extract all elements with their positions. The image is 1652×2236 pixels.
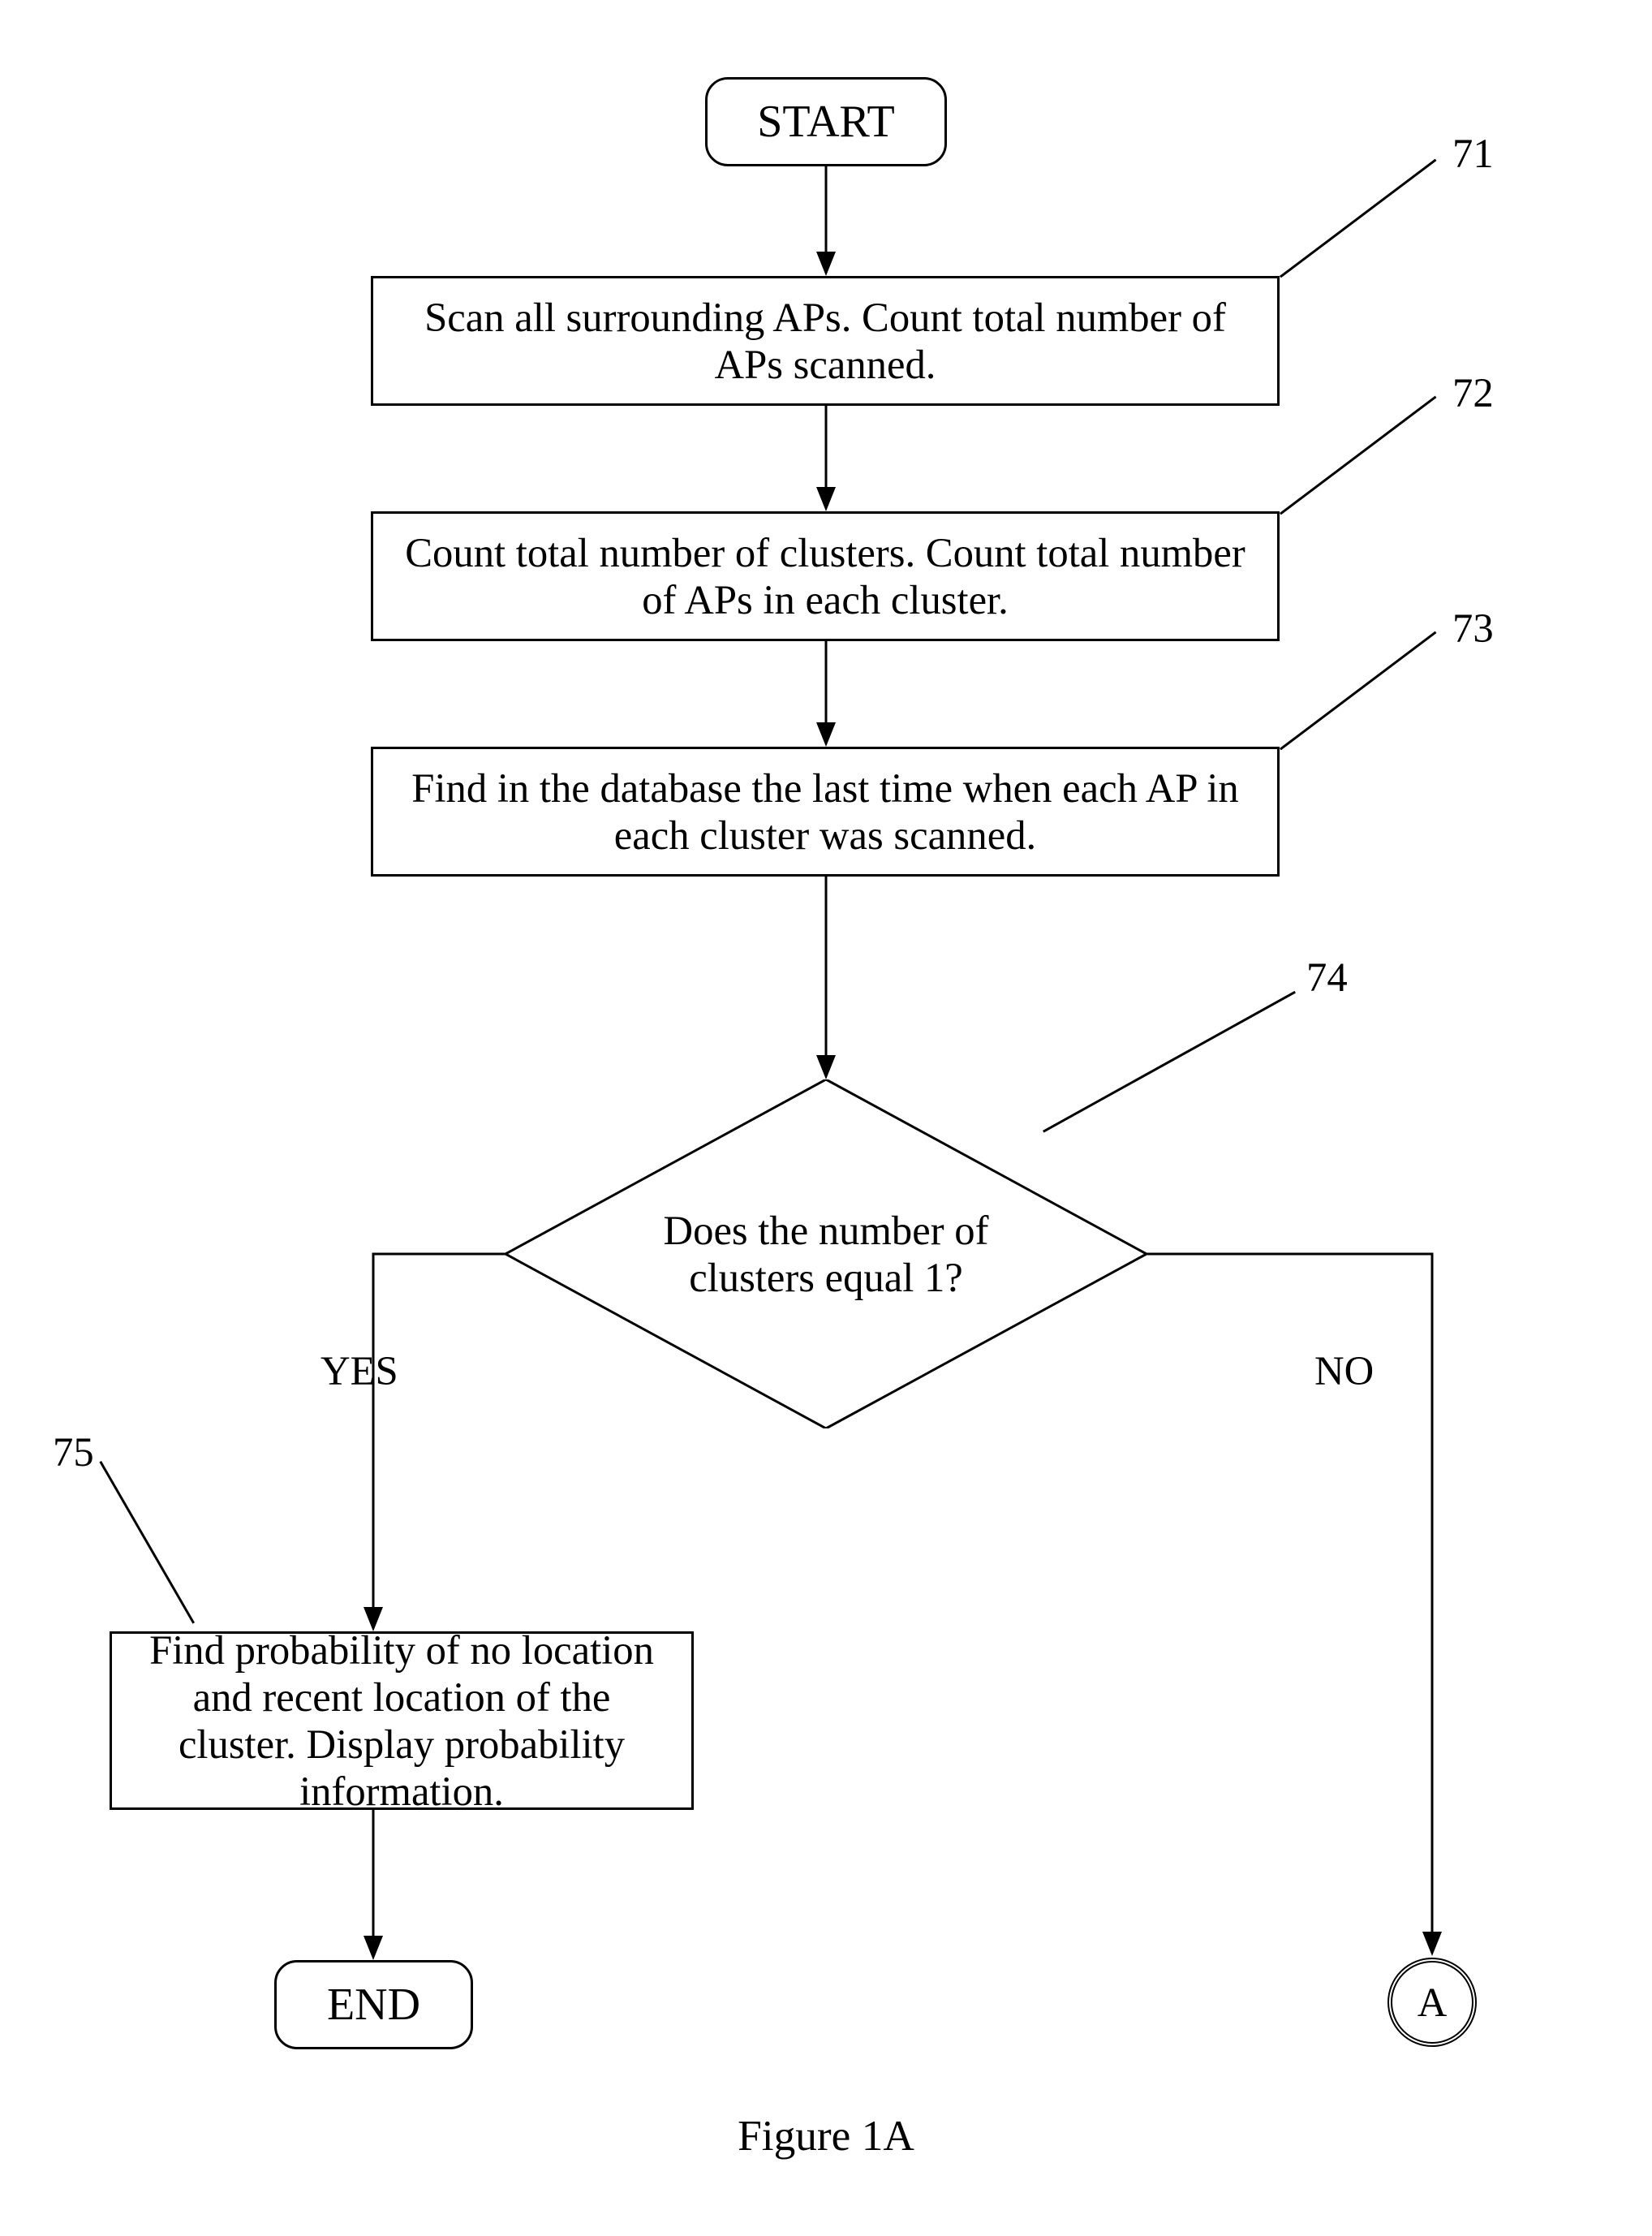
arrow-no-path [1144,1242,1452,1956]
process-72: Count total number of clusters. Count to… [371,511,1280,641]
leader-72 [1280,396,1436,515]
arrow-75-to-end [361,1810,385,1960]
process-71-text: Scan all surrounding APs. Count total nu… [398,294,1253,388]
ref-75: 75 [53,1428,94,1476]
ref-73: 73 [1452,605,1494,652]
process-75-text: Find probability of no location and rece… [136,1626,667,1815]
flowchart-canvas: START Scan all surrounding APs. Count to… [0,0,1652,2236]
connector-a: A [1387,1958,1477,2047]
arrow-start-to-71 [814,166,838,276]
decision-74-text: Does the number of clusters equal 1? [650,1207,1003,1301]
leader-75 [99,1461,195,1624]
ref-72: 72 [1452,369,1494,416]
start-label: START [757,96,895,148]
connector-a-label: A [1418,1979,1448,2026]
arrow-72-to-73 [814,641,838,747]
process-73: Find in the database the last time when … [371,747,1280,877]
decision-74: Does the number of clusters equal 1? [505,1079,1147,1428]
ref-74: 74 [1306,954,1348,1001]
arrow-yes-path [349,1242,527,1631]
start-terminator: START [705,77,947,166]
process-71: Scan all surrounding APs. Count total nu… [371,276,1280,406]
arrow-73-to-74 [814,877,838,1079]
end-terminator: END [274,1960,473,2049]
leader-71 [1280,159,1436,278]
process-75: Find probability of no location and rece… [110,1631,694,1810]
leader-74 [1043,991,1296,1133]
end-label: END [327,1979,420,2031]
process-73-text: Find in the database the last time when … [398,765,1253,859]
process-72-text: Count total number of clusters. Count to… [398,529,1253,623]
figure-caption: Figure 1A [0,2110,1652,2161]
ref-71: 71 [1452,130,1494,177]
leader-73 [1280,631,1436,751]
arrow-71-to-72 [814,406,838,511]
